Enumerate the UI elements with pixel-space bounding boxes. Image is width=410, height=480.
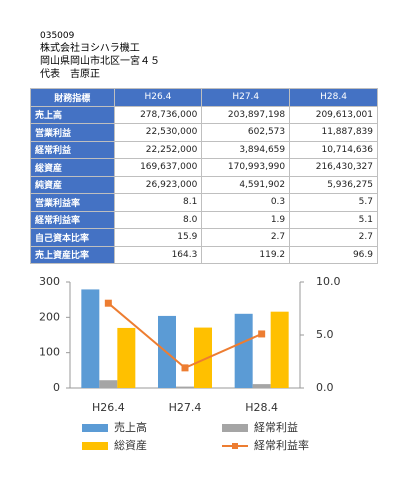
cell: 8.0	[113, 210, 203, 229]
cell: 5,936,275	[289, 175, 378, 194]
cell: 26,923,000	[113, 175, 203, 194]
row-label: 売上高	[30, 105, 115, 124]
representative: 代表 吉原正	[40, 69, 100, 80]
cell: H27.4	[201, 88, 291, 107]
cell: 119.2	[201, 245, 291, 264]
bar	[234, 313, 253, 388]
bar	[194, 327, 212, 388]
y-tick-label: 200	[39, 310, 60, 323]
cell: 22,252,000	[113, 140, 203, 159]
legend-label: 経常利益率	[254, 438, 309, 452]
cell: 209,613,001	[289, 105, 378, 124]
financial-table: 財務指標 H26.4 H27.4 H28.4 売上高 278,736,000 203,897…	[30, 88, 378, 264]
cell: 4,591,902	[201, 175, 291, 194]
row-label: 営業利益率	[30, 193, 115, 212]
cell: 10,714,636	[289, 140, 378, 159]
table-row: 経常利益率 8.0 1.9 5.1	[30, 210, 378, 229]
row-label: 経常利益	[30, 140, 115, 159]
marker	[258, 330, 266, 338]
bar	[99, 380, 118, 388]
bar	[270, 311, 289, 388]
cell: 15.9	[113, 228, 203, 247]
y-tick-label: 300	[39, 275, 60, 288]
cell: 602,573	[201, 123, 291, 142]
table-row: 経常利益 22,252,000 3,894,659 10,714,636	[30, 140, 378, 159]
cell: 96.9	[289, 245, 378, 264]
cell: H28.4	[289, 88, 378, 107]
y2-tick-label: 10.0	[316, 275, 341, 288]
cell: 164.3	[113, 245, 203, 264]
cell: 8.1	[113, 193, 203, 212]
cell: 5.7	[289, 193, 378, 212]
y-tick-label: 100	[39, 346, 60, 359]
row-label: 経常利益率	[30, 210, 115, 229]
y2-tick-label: 0.0	[316, 381, 334, 394]
bar	[81, 289, 100, 388]
cell: 2.7	[289, 228, 378, 247]
legend-swatch	[82, 442, 108, 450]
table-row: 総資産 169,637,000 170,993,990 216,430,327	[30, 158, 378, 177]
bar	[117, 327, 136, 388]
cell: H26.4	[113, 88, 203, 107]
cell: 3,894,659	[201, 140, 291, 159]
cell: 0.3	[201, 193, 291, 212]
legend-label: 売上高	[114, 420, 147, 434]
table-row: 純資産 26,923,000 4,591,902 5,936,275	[30, 175, 378, 194]
y-tick-label: 0	[53, 381, 60, 394]
cell: 278,736,000	[113, 105, 203, 124]
cell: 203,897,198	[201, 105, 291, 124]
legend-swatch	[222, 424, 248, 432]
cell: 5.1	[289, 210, 378, 229]
cell: 2.7	[201, 228, 291, 247]
company: 株式会社ヨシハラ機工	[40, 43, 140, 54]
row-label: 自己資本比率	[30, 228, 115, 247]
row-label: 総資産	[30, 158, 115, 177]
table-row: 営業利益 22,530,000 602,573 11,887,839	[30, 123, 378, 142]
cell: 169,637,000	[113, 158, 203, 177]
x-tick-label: H27.4	[169, 401, 202, 414]
x-tick-label: H28.4	[245, 401, 278, 414]
legend-label: 経常利益	[254, 420, 298, 434]
table-row: 売上高 278,736,000 203,897,198 209,613,001	[30, 105, 378, 124]
cell: 11,887,839	[289, 123, 378, 142]
marker	[104, 299, 112, 307]
address: 岡山県岡山市北区一宮４５	[40, 56, 160, 67]
row-label: 純資産	[30, 175, 115, 194]
cell: 170,993,990	[201, 158, 291, 177]
cell: 216,430,327	[289, 158, 378, 177]
bar	[176, 386, 194, 388]
table-row: 自己資本比率 15.9 2.7 2.7	[30, 228, 378, 247]
x-tick-label: H26.4	[92, 401, 125, 414]
cell: 1.9	[201, 210, 291, 229]
table-row: 売上資産比率 164.3 119.2 96.9	[30, 245, 378, 264]
legend-swatch	[232, 443, 238, 449]
y2-tick-label: 5.0	[316, 328, 334, 341]
row-label: 営業利益	[30, 123, 115, 142]
code: 035009	[40, 31, 75, 41]
cell: 22,530,000	[113, 123, 203, 142]
row-label: 売上資産比率	[30, 245, 115, 264]
row-label: 財務指標	[30, 88, 115, 107]
legend-label: 総資産	[114, 438, 147, 452]
bar	[252, 384, 271, 388]
marker	[181, 364, 189, 372]
legend-swatch	[82, 424, 108, 432]
table-row: 財務指標 H26.4 H27.4 H28.4	[30, 88, 378, 107]
table-row: 営業利益率 8.1 0.3 5.7	[30, 193, 378, 212]
